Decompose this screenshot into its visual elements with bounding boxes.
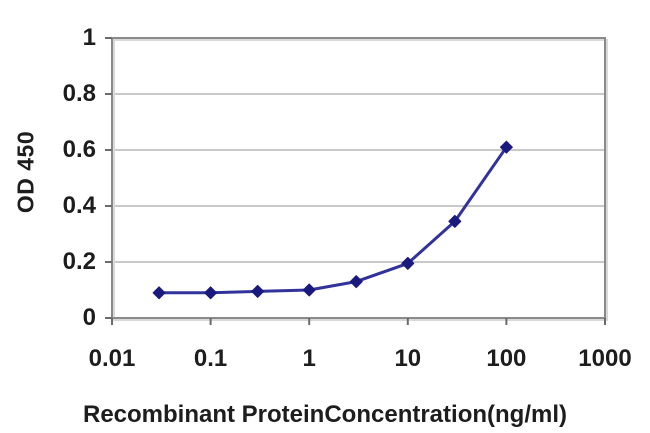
y-tick-label: 0.2 <box>62 248 96 275</box>
data-point-marker <box>499 140 513 154</box>
plot-frame-shadow <box>113 39 608 321</box>
series-line <box>157 145 508 295</box>
x-tick-label: 0.01 <box>88 345 136 372</box>
y-tick-label: 0.8 <box>62 80 96 107</box>
data-point-marker <box>251 284 265 298</box>
data-point-marker <box>448 214 462 228</box>
x-tick-label: 100 <box>486 345 527 372</box>
y-tick-label: 1 <box>82 24 96 51</box>
y-tick-label: 0 <box>82 304 96 331</box>
y-tick-label: 0.6 <box>62 136 96 163</box>
data-point-marker <box>204 286 218 300</box>
data-point-marker <box>152 286 166 300</box>
data-point-marker <box>349 275 363 289</box>
x-tick-label: 1 <box>302 345 316 372</box>
x-tick-label: 0.1 <box>193 345 228 372</box>
chart-canvas <box>105 37 608 325</box>
x-tick-label: 1000 <box>578 345 632 372</box>
data-point-marker <box>401 256 415 270</box>
data-point-marker <box>302 283 316 297</box>
y-tick-label: 0.4 <box>62 192 96 219</box>
x-axis-title: Recombinant ProteinConcentration(ng/ml) <box>82 401 567 428</box>
x-tick-label: 10 <box>394 345 422 372</box>
plot-frame <box>111 37 606 319</box>
plot-area <box>105 37 608 325</box>
